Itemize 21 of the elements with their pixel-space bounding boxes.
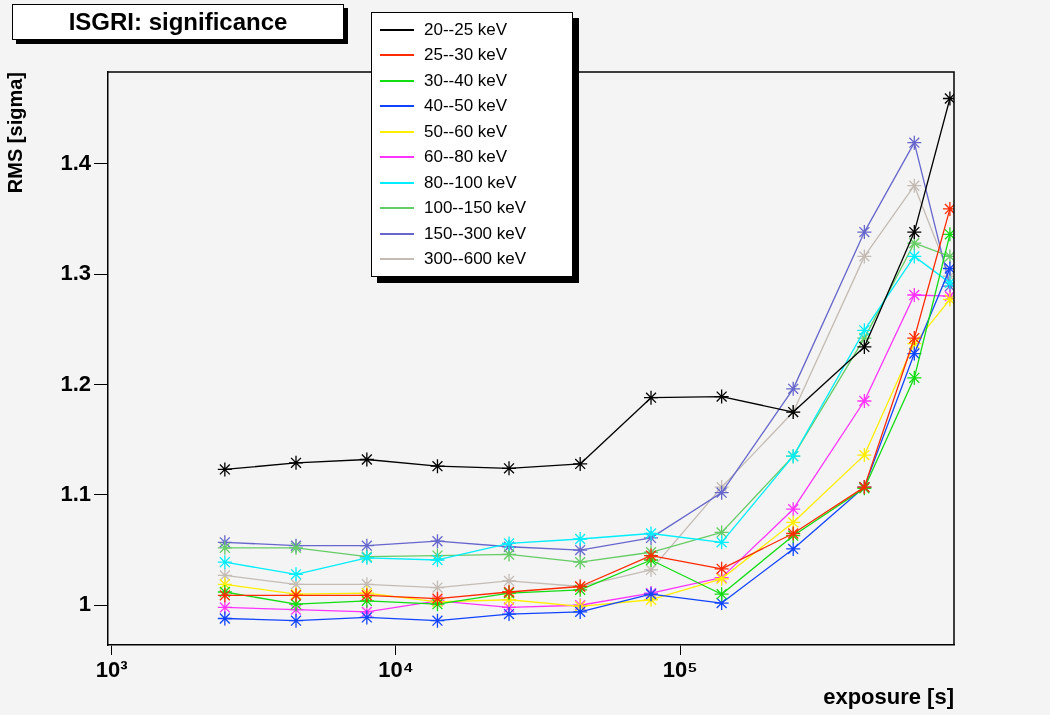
y-tick-label: 1	[78, 591, 91, 617]
legend-label: 50--60 keV	[424, 121, 508, 142]
legend-label: 80--100 keV	[424, 172, 517, 193]
y-tick-label: 1.4	[60, 149, 92, 175]
legend-label: 40--50 keV	[424, 96, 508, 117]
y-tick-label: 1.3	[60, 260, 91, 286]
x-tick-label: 10⁴	[378, 657, 414, 683]
legend-label: 150--300 keV	[424, 223, 527, 244]
y-axis-title: RMS [sigma]	[3, 72, 26, 194]
legend-label: 100--150 keV	[424, 198, 527, 219]
legend-label: 20--25 keV	[424, 19, 508, 40]
x-tick-label: 10³	[95, 657, 128, 683]
y-tick-label: 1.1	[60, 480, 91, 506]
x-axis-title: exposure [s]	[823, 683, 954, 709]
y-tick-label: 1.2	[60, 370, 91, 396]
legend-label: 30--40 keV	[424, 70, 508, 91]
legend-label: 60--80 keV	[424, 147, 508, 168]
legend-label: 300--600 keV	[424, 249, 527, 270]
legend-label: 25--30 keV	[424, 45, 508, 66]
x-tick-label: 10⁵	[662, 657, 698, 683]
chart-title: ISGRI: significance	[12, 4, 344, 40]
